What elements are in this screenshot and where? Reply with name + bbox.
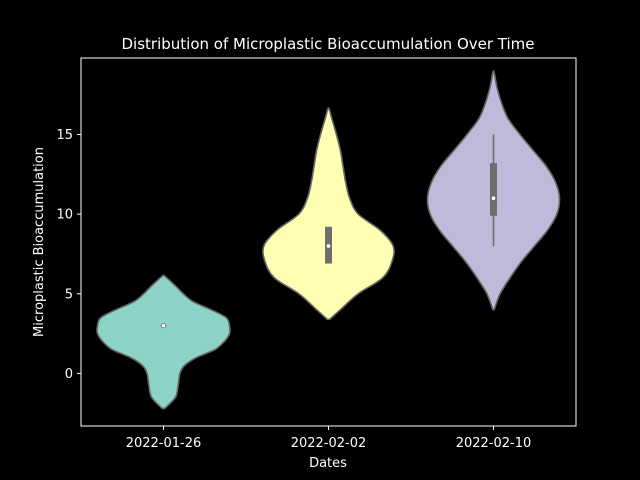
violin-median-point (490, 195, 497, 201)
x-tick-label: 2022-02-02 (291, 436, 367, 451)
plot-area (96, 69, 561, 410)
violin-median-point (325, 243, 332, 249)
violin-body (262, 106, 395, 321)
y-axis: 0 5 10 15 (56, 128, 81, 382)
y-tick-label: 5 (65, 287, 73, 302)
x-tick-label: 2022-02-10 (456, 436, 532, 451)
x-axis: 2022-01-26 2022-02-02 2022-02-10 (126, 426, 532, 451)
y-axis-label: Microplastic Bioaccumulation (32, 147, 47, 337)
x-axis-label: Dates (309, 456, 347, 471)
y-tick-label: 15 (56, 128, 73, 143)
violin-body (96, 274, 231, 410)
y-tick-label: 10 (56, 208, 73, 223)
chart-title: Distribution of Microplastic Bioaccumula… (122, 35, 535, 53)
y-tick-label: 0 (65, 367, 73, 382)
violin-median-point (160, 323, 167, 329)
x-tick-label: 2022-01-26 (126, 436, 202, 451)
violin-iqr-box (490, 163, 497, 216)
